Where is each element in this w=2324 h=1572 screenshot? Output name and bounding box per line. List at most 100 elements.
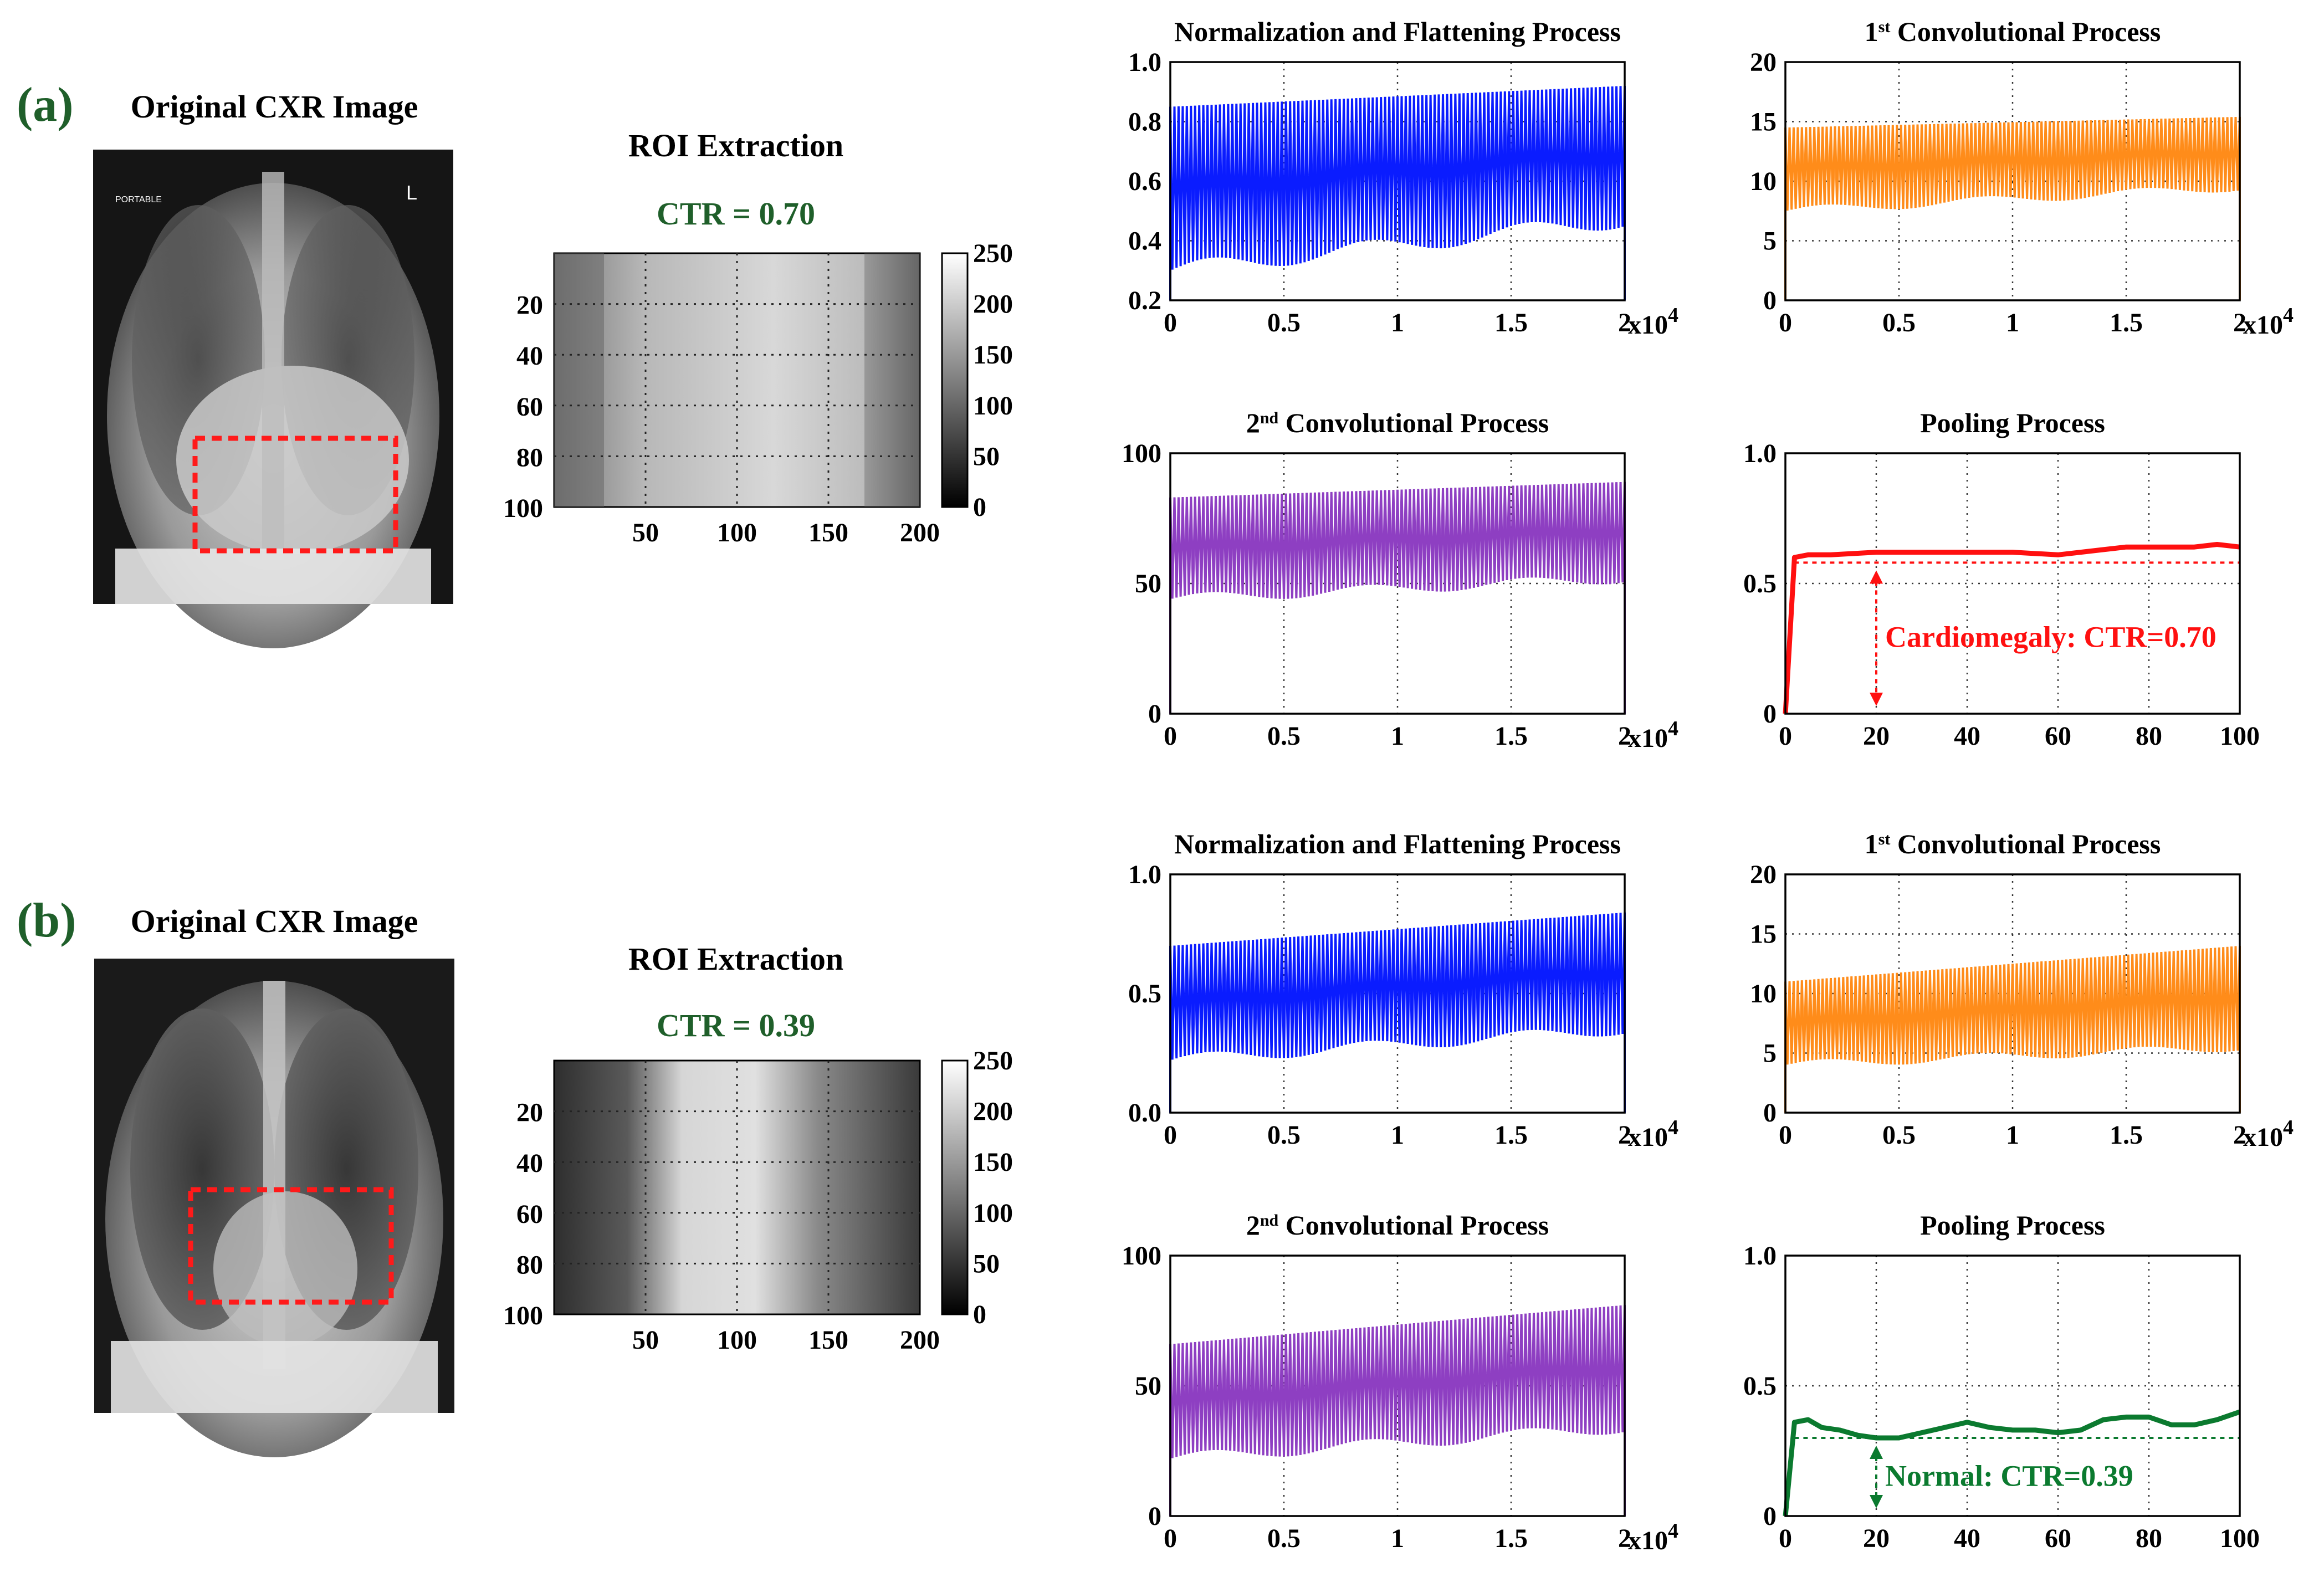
annotation-label: Normal: CTR=0.39 xyxy=(1885,1460,2133,1493)
roi-title-b: ROI Extraction xyxy=(628,941,843,977)
roi-texture xyxy=(554,253,604,507)
data-point xyxy=(2012,1429,2013,1431)
xtick-label: 0.5 xyxy=(1882,1120,1916,1150)
ytick-label: 10 xyxy=(1750,979,1777,1008)
panel-label-a: (a) xyxy=(17,78,74,132)
roi-xtick-label: 50 xyxy=(632,1325,659,1355)
roi-ytick-label: 80 xyxy=(516,1250,543,1279)
xtick-label: 0 xyxy=(1164,308,1177,337)
ytick-label: 50 xyxy=(1135,1371,1161,1401)
xtick-label: 2 xyxy=(1618,1120,1631,1150)
cxr-roi-box-b xyxy=(188,1187,394,1305)
xtick-label: 20 xyxy=(1863,721,1890,751)
data-point xyxy=(1921,551,1922,553)
plot-frame xyxy=(1169,452,1626,715)
chart-title: 2nd Convolutional Process xyxy=(1246,1210,1549,1241)
xtick-label: 0 xyxy=(1779,721,1792,751)
ytick-label: 0.5 xyxy=(1743,1371,1777,1401)
cxr-title-a: Original CXR Image xyxy=(131,89,418,125)
panel-b: (b) Original CXR Image ROI Extraction CT… xyxy=(17,894,1013,1457)
ytick-label: 0.5 xyxy=(1128,979,1161,1008)
ytick-label: 1.0 xyxy=(1743,1241,1777,1271)
ytick-label: 100 xyxy=(1122,1241,1161,1271)
data-point xyxy=(2148,546,2149,548)
roi-ytick-label: 40 xyxy=(516,341,543,371)
chart-title-main: Convolutional Process xyxy=(1890,828,2161,859)
colorbar-tick-label: 200 xyxy=(973,1097,1013,1126)
xtick-label: 100 xyxy=(2220,1524,2260,1553)
cxr-spine xyxy=(263,981,285,1369)
data-point xyxy=(1876,551,1877,553)
chart-title-superscript: st xyxy=(1878,18,1891,36)
ytick-label: 20 xyxy=(1750,48,1777,77)
series-line xyxy=(1169,482,1626,714)
chart-title: Pooling Process xyxy=(1920,407,2105,438)
colorbar-tick-label: 50 xyxy=(973,1249,1000,1278)
ytick-label: 0.8 xyxy=(1128,107,1161,137)
colorbar-tick-label: 100 xyxy=(973,1199,1013,1228)
colorbar-tick-label: 250 xyxy=(973,239,1013,268)
ytick-label: 0 xyxy=(1763,286,1777,315)
chart-title: 2nd Convolutional Process xyxy=(1246,407,1549,438)
colorbar-tick-label: 100 xyxy=(973,391,1013,421)
ytick-label: 0.0 xyxy=(1128,1098,1161,1128)
data-point xyxy=(2057,554,2059,556)
panel-label-b: (b) xyxy=(17,894,76,948)
roi-ytick-label: 100 xyxy=(503,1301,543,1330)
xtick-label: 20 xyxy=(1863,1524,1890,1553)
ytick-label: 0 xyxy=(1763,699,1777,729)
arrow-head-down xyxy=(1870,1495,1883,1508)
roi-xtick-label: 200 xyxy=(900,1325,940,1355)
x-exponent-label: x104 xyxy=(1628,1519,1678,1555)
chart-title: Normalization and Flattening Process xyxy=(1174,828,1621,859)
xtick-label: 0 xyxy=(1779,1120,1792,1150)
ytick-label: 5 xyxy=(1763,227,1777,256)
cxr-image-b xyxy=(94,959,454,1457)
ytick-label: 0 xyxy=(1148,1502,1161,1531)
data-point xyxy=(1967,551,1968,553)
plot-frame xyxy=(1784,452,2241,715)
x-exponent-base: x10 xyxy=(2243,310,2283,340)
xtick-label: 0 xyxy=(1779,1524,1792,1553)
chart-title-superscript: nd xyxy=(1260,1211,1279,1230)
roi-image-b xyxy=(553,1059,921,1315)
roi-heatmap xyxy=(553,1059,921,1315)
colorbar-tick-label: 0 xyxy=(973,1300,986,1329)
ytick-label: 1.0 xyxy=(1128,860,1161,889)
xtick-label: 0 xyxy=(1164,1120,1177,1150)
ytick-label: 0.6 xyxy=(1128,167,1161,196)
x-exponent-base: x10 xyxy=(1628,310,1668,340)
cxr-roi-box-a xyxy=(192,436,398,554)
roi-xtick-label: 150 xyxy=(808,1325,848,1355)
xtick-label: 1 xyxy=(1391,721,1404,751)
ytick-label: 0.4 xyxy=(1128,227,1161,256)
chart-title-superscript: st xyxy=(1878,830,1891,848)
xtick-label: 1 xyxy=(2006,308,2019,337)
xtick-label: 80 xyxy=(2136,1524,2162,1553)
data-point xyxy=(1794,557,1795,558)
x-exponent-power: 4 xyxy=(1668,1116,1678,1139)
data-point xyxy=(2126,546,2127,548)
chart-title-main: Convolutional Process xyxy=(1278,407,1549,438)
ytick-label: 15 xyxy=(1750,920,1777,949)
colorbar-tick-label: 50 xyxy=(973,442,1000,471)
ytick-label: 15 xyxy=(1750,107,1777,137)
chart-title-number: 1 xyxy=(1865,828,1878,859)
xtick-label: 1 xyxy=(1391,308,1404,337)
roi-title-a: ROI Extraction xyxy=(628,127,843,163)
series-line xyxy=(1169,912,1626,1113)
xtick-label: 0 xyxy=(1779,308,1792,337)
chart-title: Normalization and Flattening Process xyxy=(1174,16,1621,47)
cxr-heart xyxy=(176,366,409,554)
roi-ytick-label: 20 xyxy=(516,291,543,320)
chart-b-pooling: Pooling Process 0 0.5 1.0 0 20 40 60 80 100 Normal… xyxy=(1743,1210,2260,1553)
data-point xyxy=(1821,1427,1823,1428)
xtick-label: 80 xyxy=(2136,721,2162,751)
colorbar xyxy=(941,1059,969,1315)
data-point xyxy=(2057,1432,2059,1433)
plot-frame xyxy=(1784,61,2241,301)
data-point xyxy=(1857,1435,1859,1436)
roi-image-a xyxy=(553,252,921,508)
